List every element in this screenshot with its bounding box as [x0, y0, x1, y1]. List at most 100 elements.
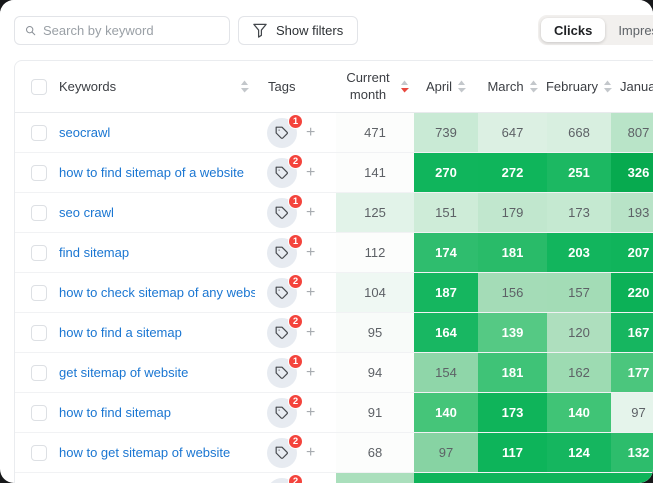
table-row: 2 +	[15, 473, 653, 483]
search-input[interactable]	[43, 23, 219, 38]
add-tag-button[interactable]: +	[306, 203, 316, 221]
tag-button[interactable]: 2	[267, 313, 303, 348]
show-filters-button[interactable]: Show filters	[238, 16, 359, 45]
toggle-clicks[interactable]: Clicks	[541, 18, 606, 42]
current-month-column-header: Current month	[346, 70, 390, 102]
add-tag-button[interactable]: +	[306, 283, 316, 301]
toolbar: Show filters Clicks Impressions	[0, 0, 653, 60]
filter-funnel-icon	[253, 23, 267, 38]
add-tag-button[interactable]: +	[306, 403, 316, 421]
tag-button[interactable]: 1	[267, 233, 303, 268]
table-row: how to find sitemap 2 + 91 140 173 140 9…	[15, 393, 653, 433]
january-cell: 97	[611, 393, 653, 432]
april-cell	[414, 473, 478, 483]
april-cell: 154	[414, 353, 478, 392]
tag-icon	[275, 246, 288, 259]
row-checkbox[interactable]	[31, 124, 47, 141]
keyword-link[interactable]: seo crawl	[59, 205, 114, 220]
january-cell: 167	[611, 313, 653, 352]
tag-button[interactable]: 1	[267, 353, 303, 388]
april-cell: 187	[414, 273, 478, 312]
row-checkbox[interactable]	[31, 244, 47, 261]
tag-button[interactable]: 2	[267, 433, 303, 468]
select-all-checkbox[interactable]	[31, 78, 47, 95]
keyword-link[interactable]: get sitemap of website	[59, 365, 189, 380]
row-checkbox[interactable]	[31, 364, 47, 381]
table-row: seo crawl 1 + 125 151 179 173 193	[15, 193, 653, 233]
february-cell: 140	[547, 393, 611, 432]
search-icon	[25, 25, 36, 36]
tag-count-badge: 1	[288, 193, 303, 209]
march-cell: 156	[478, 273, 547, 312]
march-cell: 181	[478, 353, 547, 392]
clicks-impressions-toggle: Clicks Impressions	[538, 15, 653, 45]
keyword-link[interactable]: how to check sitemap of any website	[59, 285, 255, 300]
january-cell: 132	[611, 433, 653, 472]
add-tag-button[interactable]: +	[306, 243, 316, 261]
table-row: seocrawl 1 + 471 739 647 668 807	[15, 113, 653, 153]
tag-button[interactable]: 2	[267, 473, 303, 483]
tag-icon	[275, 406, 288, 419]
keyword-link[interactable]: how to get sitemap of website	[59, 445, 231, 460]
tag-count-badge: 2	[288, 313, 303, 329]
table-row: get sitemap of website 1 + 94 154 181 16…	[15, 353, 653, 393]
february-cell: 162	[547, 353, 611, 392]
keyword-link[interactable]: how to find sitemap of a website	[59, 165, 244, 180]
tag-button[interactable]: 2	[267, 273, 303, 308]
sort-february-icon[interactable]	[603, 80, 613, 93]
tag-button[interactable]: 1	[267, 193, 303, 228]
january-cell: 207	[611, 233, 653, 272]
tag-icon	[275, 366, 288, 379]
row-checkbox[interactable]	[31, 204, 47, 221]
sort-march-icon[interactable]	[529, 80, 538, 93]
current-month-cell: 141	[336, 153, 414, 192]
february-cell: 668	[547, 113, 611, 152]
row-checkbox[interactable]	[31, 404, 47, 421]
january-cell: 326	[611, 153, 653, 192]
february-cell: 173	[547, 193, 611, 232]
current-month-cell: 112	[336, 233, 414, 272]
table-body: seocrawl 1 + 471 739 647 668 807 how to …	[15, 113, 653, 483]
toggle-impressions[interactable]: Impressions	[605, 18, 653, 42]
tag-button[interactable]: 2	[267, 393, 303, 428]
tag-icon	[275, 326, 288, 339]
sort-april-icon[interactable]	[457, 80, 466, 93]
keyword-link[interactable]: how to find a sitemap	[59, 325, 182, 340]
add-tag-button[interactable]: +	[306, 163, 316, 181]
keyword-link[interactable]: how to find sitemap	[59, 405, 172, 420]
row-checkbox[interactable]	[31, 164, 47, 181]
march-cell: 179	[478, 193, 547, 232]
tag-count-badge: 2	[288, 433, 303, 449]
april-cell: 270	[414, 153, 478, 192]
add-tag-button[interactable]: +	[306, 443, 316, 461]
row-checkbox[interactable]	[31, 324, 47, 341]
table-row: how to get sitemap of website 2 + 68 97 …	[15, 433, 653, 473]
tag-icon	[275, 286, 288, 299]
sort-keywords-icon[interactable]	[240, 80, 249, 93]
keyword-link[interactable]: find sitemap	[59, 245, 130, 260]
april-cell: 174	[414, 233, 478, 272]
sort-current-month-desc-active-icon[interactable]	[400, 80, 409, 93]
table-header-row: Keywords Tags Current month April	[15, 61, 653, 113]
keywords-column-header: Keywords	[59, 79, 117, 94]
row-checkbox[interactable]	[31, 444, 47, 461]
march-cell	[478, 473, 547, 483]
row-checkbox[interactable]	[31, 284, 47, 301]
april-cell: 164	[414, 313, 478, 352]
add-tag-button[interactable]: +	[306, 123, 316, 141]
keyword-link[interactable]: seocrawl	[59, 125, 111, 140]
february-cell: 251	[547, 153, 611, 192]
add-tag-button[interactable]: +	[306, 363, 316, 381]
current-month-cell: 471	[336, 113, 414, 152]
tag-icon	[275, 206, 288, 219]
tag-icon	[275, 126, 288, 139]
tag-button[interactable]: 1	[267, 113, 303, 148]
tag-button[interactable]: 2	[267, 153, 303, 188]
table-row: how to find sitemap of a website 2 + 141…	[15, 153, 653, 193]
current-month-cell	[336, 473, 414, 483]
january-cell: 177	[611, 353, 653, 392]
january-cell	[611, 473, 653, 483]
tag-count-badge: 1	[288, 113, 303, 129]
add-tag-button[interactable]: +	[306, 323, 316, 341]
